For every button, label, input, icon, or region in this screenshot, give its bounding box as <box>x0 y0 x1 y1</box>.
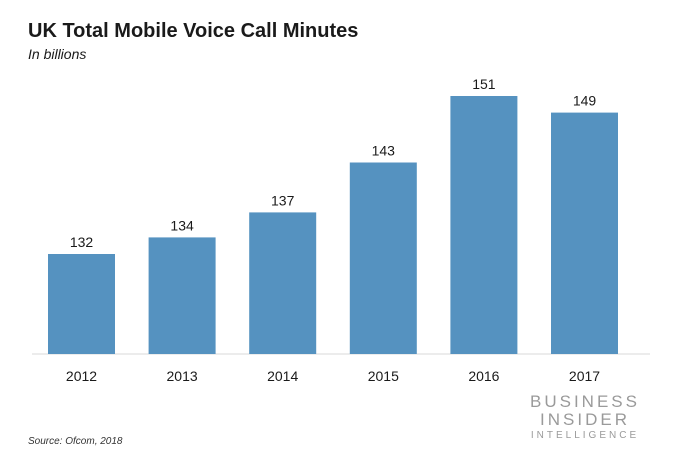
bar-2014 <box>249 212 317 354</box>
x-tick-label-2017: 2017 <box>569 368 600 384</box>
data-label-2017: 149 <box>573 93 597 109</box>
x-tick-label-2014: 2014 <box>267 368 298 384</box>
logo-line-insider: INSIDER <box>540 410 630 429</box>
business-insider-intelligence-logo: BUSINESS INSIDER INTELLIGENCE <box>525 393 645 443</box>
data-label-2012: 132 <box>70 234 94 250</box>
x-tick-label-2016: 2016 <box>468 368 499 384</box>
source-note: Source: Ofcom, 2018 <box>28 436 123 447</box>
bars-layer: 132 2012 134 2013 137 2014 143 2015 151 2016 149 20… <box>48 76 618 384</box>
x-tick-label-2012: 2012 <box>66 368 97 384</box>
data-label-2016: 151 <box>472 76 496 92</box>
bar-2017 <box>551 112 618 354</box>
x-tick-label-2013: 2013 <box>167 368 198 384</box>
bar-2015 <box>349 162 417 354</box>
bar-2013 <box>148 237 216 354</box>
bar-2012 <box>48 254 115 354</box>
data-label-2015: 143 <box>372 143 396 159</box>
data-label-2014: 137 <box>271 192 295 208</box>
logo-line-intelligence: INTELLIGENCE <box>530 430 640 441</box>
x-tick-label-2015: 2015 <box>368 368 399 384</box>
data-label-2013: 134 <box>170 217 194 233</box>
logo-line-business: BUSINESS <box>530 392 640 411</box>
chart-title: UK Total Mobile Voice Call Minutes <box>28 20 359 42</box>
chart-subtitle: In billions <box>28 46 87 62</box>
bar-2016 <box>450 96 518 354</box>
